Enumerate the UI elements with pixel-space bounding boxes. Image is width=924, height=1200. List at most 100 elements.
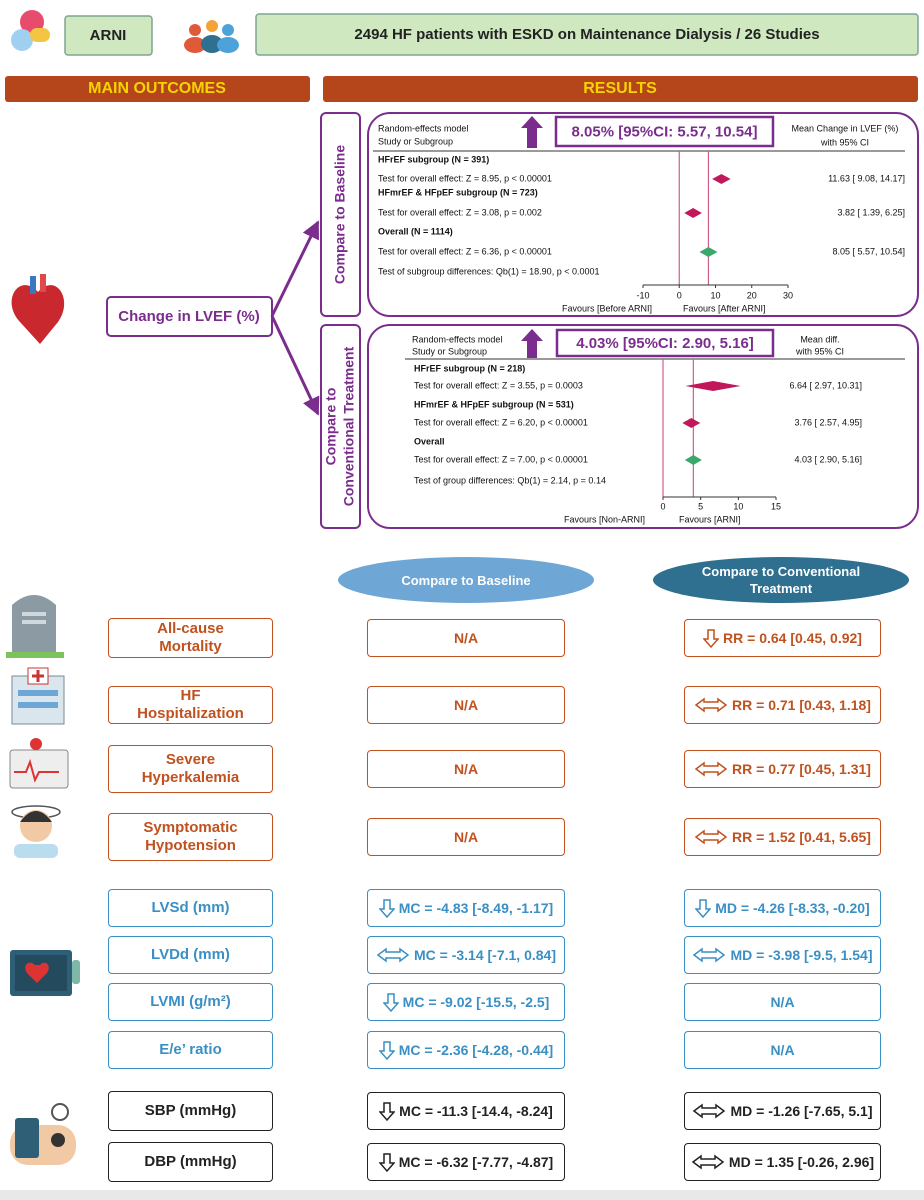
conventional-result: MD = -1.26 [-7.65, 5.1] — [684, 1092, 881, 1130]
subgroup-name: HFmrEF & HFpEF subgroup (N = 531) — [414, 399, 574, 409]
ci-label: 3.82 [ 1.39, 6.25] — [837, 207, 905, 217]
result-text: N/A — [453, 697, 479, 713]
outcome-label: DBP (mmHg) — [108, 1142, 273, 1182]
result-text: MD = -4.26 [-8.33, -0.20] — [715, 900, 870, 916]
conventional-result: N/A — [684, 1031, 881, 1069]
side-label: Conventional Treatment — [341, 346, 357, 506]
down-arrow — [379, 1102, 396, 1121]
pill-icon — [11, 10, 50, 51]
subgroup-name: Overall — [414, 436, 445, 446]
baseline-result: N/A — [367, 619, 565, 657]
drug-label: ARNI — [90, 27, 127, 44]
effect-test: Test for overall effect: Z = 8.95, p < 0… — [378, 173, 552, 183]
baseline-result: MC = -3.14 [-7.1, 0.84] — [367, 936, 565, 974]
bottom-strip — [0, 1190, 924, 1200]
x-tick-label: 0 — [677, 290, 682, 300]
both-arrow — [694, 829, 728, 845]
ci-label: 11.63 [ 9.08, 14.17] — [828, 173, 905, 183]
baseline-result: N/A — [367, 818, 565, 856]
result-text: MD = -1.26 [-7.65, 5.1] — [730, 1103, 873, 1119]
down-arrow — [703, 629, 720, 648]
ci-label: 3.76 [ 2.57, 4.95] — [794, 417, 862, 427]
heart-icon-part — [11, 285, 65, 344]
subgroup-name: HFrEF subgroup (N = 218) — [414, 363, 525, 373]
subgroup-name: HFmrEF & HFpEF subgroup (N = 723) — [378, 187, 538, 197]
conventional-result: RR = 0.64 [0.45, 0.92] — [684, 619, 881, 657]
section-title: MAIN OUTCOMES — [88, 80, 226, 97]
x-tick-label: 10 — [710, 290, 720, 300]
people-icon-part — [189, 24, 201, 36]
result-text: MD = 1.35 [-0.26, 2.96] — [728, 1154, 875, 1170]
heterogeneity: Test of group differences: Qb(1) = 2.14,… — [414, 475, 606, 485]
arrow-shape — [693, 947, 726, 963]
result-text: MC = -9.02 [-15.5, -2.5] — [402, 994, 550, 1010]
baseline-result: MC = -11.3 [-14.4, -8.24] — [367, 1092, 565, 1130]
result-text: N/A — [770, 994, 795, 1010]
population-box — [255, 13, 919, 56]
arrow-shape — [378, 899, 395, 918]
result-text: N/A — [453, 630, 479, 646]
diamond — [712, 174, 731, 184]
effect-header: Mean diff. — [800, 334, 839, 344]
people-icon-part — [217, 37, 239, 53]
monitor-icon-part — [14, 758, 59, 783]
forest-panel — [367, 324, 919, 529]
effect-header: Mean Change in LVEF (%) — [792, 123, 899, 133]
effect-test: Test for overall effect: Z = 6.20, p < 0… — [414, 417, 588, 427]
down-arrow — [378, 1041, 395, 1060]
both-arrow — [694, 761, 728, 777]
arrow-shape — [694, 829, 728, 845]
heart-icon-part — [40, 274, 46, 292]
favours-right: Favours [After ARNI] — [683, 303, 766, 313]
ci-label: 4.03 [ 2.90, 5.16] — [794, 454, 862, 464]
favours-left: Favours [Before ARNI] — [562, 303, 652, 313]
arrow-shape — [382, 993, 399, 1012]
conventional-result: RR = 1.52 [0.41, 5.65] — [684, 818, 881, 856]
down-arrow — [382, 993, 399, 1012]
lvef-label: Change in LVEF (%) — [118, 308, 259, 325]
diamond — [685, 381, 741, 391]
hospital-icon-part — [18, 702, 58, 708]
column-header: Compare to Conventional Treatment — [653, 557, 909, 603]
conventional-result: MD = 1.35 [-0.26, 2.96] — [684, 1143, 881, 1181]
result-text: RR = 0.77 [0.45, 1.31] — [732, 761, 871, 777]
side-label: Compare to Baseline — [332, 145, 348, 284]
baseline-result: MC = -2.36 [-4.28, -0.44] — [367, 1031, 565, 1069]
result-text: MC = -4.83 [-8.49, -1.17] — [398, 900, 554, 916]
down-arrow — [695, 899, 712, 918]
favours-left: Favours [Non-ARNI] — [564, 514, 645, 524]
effect-test: Test for overall effect: Z = 3.55, p = 0… — [414, 380, 583, 390]
conventional-result: RR = 0.71 [0.43, 1.18] — [684, 686, 881, 724]
heterogeneity: Test of subgroup differences: Qb(1) = 18… — [378, 266, 599, 276]
baseline-result: MC = -4.83 [-8.49, -1.17] — [367, 889, 565, 927]
tombstone-icon-part — [22, 620, 46, 624]
favours-right: Favours [ARNI] — [679, 514, 741, 524]
effect-header: with 95% CI — [795, 346, 844, 356]
up-arrow — [521, 116, 543, 148]
outcome-label: SBP (mmHg) — [108, 1091, 273, 1131]
pill-icon-part — [30, 28, 50, 42]
both-arrow — [693, 1103, 726, 1119]
both-arrow — [693, 947, 726, 963]
summary: 4.03% [95%CI: 2.90, 5.16] — [576, 335, 754, 352]
echo-icon-part — [25, 962, 49, 983]
down-arrow — [378, 899, 395, 918]
echo-icon-part — [72, 960, 80, 984]
subgroup-name: Overall (N = 1114) — [378, 226, 453, 236]
diamond — [684, 208, 702, 218]
bp-icon-part — [15, 1118, 39, 1158]
arrow-shape — [695, 899, 712, 918]
column-label: Study or Subgroup — [378, 136, 453, 146]
outcome-label: HF Hospitalization — [108, 686, 273, 724]
effect-header: with 95% CI — [820, 137, 869, 147]
arrow-shape — [694, 761, 728, 777]
result-text: MC = -11.3 [-14.4, -8.24] — [399, 1103, 553, 1119]
people-icon-part — [201, 35, 223, 53]
result-text: N/A — [770, 1042, 795, 1058]
outcome-label: All-cause Mortality — [108, 618, 273, 658]
effect-test: Test for overall effect: Z = 3.08, p = 0… — [378, 207, 542, 217]
arrow-shape — [379, 1102, 396, 1121]
x-tick-label: 30 — [783, 290, 793, 300]
